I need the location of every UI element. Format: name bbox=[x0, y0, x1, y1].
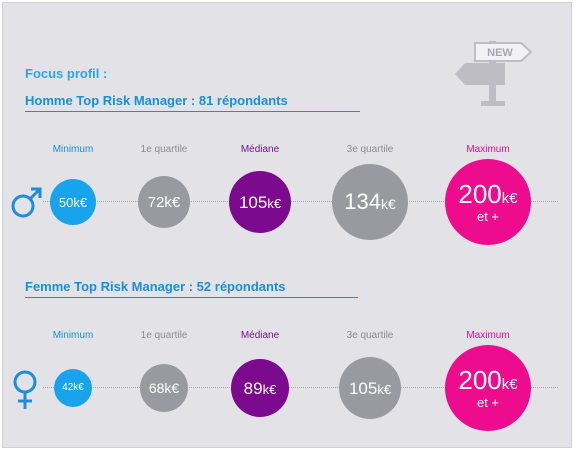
stat-label-maximum: Maximum bbox=[466, 144, 510, 155]
section-title-male: Homme Top Risk Manager : 81 répondants bbox=[25, 93, 360, 112]
stat-label-minimum: Minimum bbox=[52, 330, 94, 341]
section-title-text: Femme Top Risk Manager : 52 répondants bbox=[25, 279, 286, 294]
title-underline bbox=[25, 111, 360, 112]
dotted-connector bbox=[43, 201, 558, 202]
title-underline bbox=[25, 297, 358, 298]
stat-label-quartile-1: 1e quartile bbox=[140, 144, 188, 155]
dotted-connector bbox=[43, 387, 558, 388]
stat-label-median: Médiane bbox=[240, 144, 280, 155]
male-symbol-icon bbox=[11, 187, 42, 218]
stat-circle-minimum: 50k€ bbox=[50, 179, 96, 225]
female-symbol-icon bbox=[13, 370, 37, 409]
stat-label-maximum: Maximum bbox=[466, 330, 510, 341]
stat-circle-quartile-1: 72k€ bbox=[138, 176, 190, 228]
maximum-extra: et + bbox=[476, 209, 500, 224]
stat-circle-quartile-3: 105k€ bbox=[339, 357, 401, 419]
stat-label-minimum: Minimum bbox=[52, 144, 94, 155]
stat-label-median: Médiane bbox=[240, 330, 280, 341]
stat-circle-maximum: 200k€ et + bbox=[445, 345, 531, 431]
stat-circle-median: 89k€ bbox=[231, 359, 289, 417]
stat-label-quartile-3: 3e quartile bbox=[346, 144, 394, 155]
stat-circle-minimum: 42k€ bbox=[54, 369, 92, 407]
stat-circle-quartile-3: 134k€ bbox=[332, 164, 408, 240]
focus-label: Focus profil : bbox=[25, 66, 108, 81]
section-title-text: Homme Top Risk Manager : 81 répondants bbox=[25, 93, 288, 108]
stat-circle-maximum: 200k€ et + bbox=[445, 159, 531, 245]
stat-circle-median: 105k€ bbox=[229, 171, 291, 233]
signpost-icon: NEW bbox=[455, 41, 533, 106]
stat-circle-quartile-1: 68k€ bbox=[140, 364, 188, 412]
maximum-extra: et + bbox=[476, 395, 500, 410]
new-badge-text: NEW bbox=[487, 47, 513, 59]
section-title-female: Femme Top Risk Manager : 52 répondants bbox=[25, 279, 358, 298]
stat-label-quartile-1: 1e quartile bbox=[140, 330, 188, 341]
stat-label-quartile-3: 3e quartile bbox=[346, 330, 394, 341]
